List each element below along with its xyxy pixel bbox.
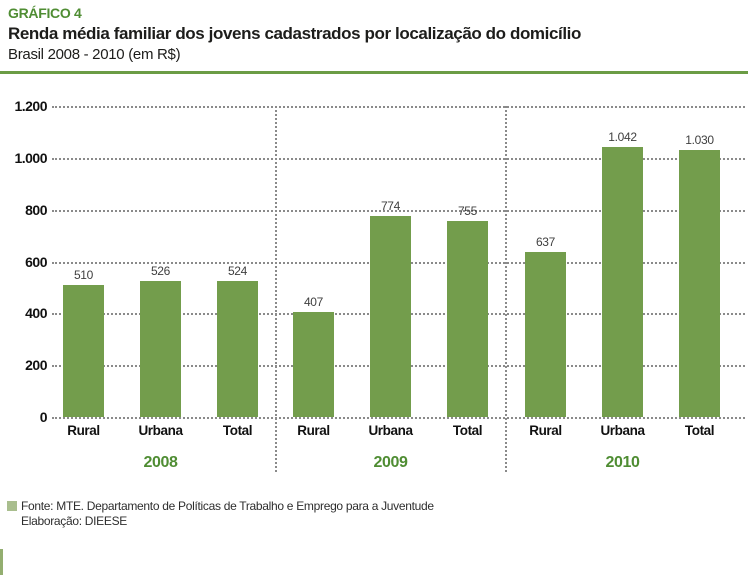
category-label: Urbana bbox=[368, 423, 413, 438]
bar-2009-total bbox=[447, 221, 488, 417]
bar-value-label: 637 bbox=[535, 235, 556, 249]
elaboration-text: Elaboração: DIEESE bbox=[21, 514, 127, 528]
bar-2008-total bbox=[217, 281, 258, 417]
y-axis-tick-label: 1.000 bbox=[14, 149, 47, 166]
year-label-2010: 2010 bbox=[605, 454, 640, 471]
y-axis-tick-label: 0 bbox=[39, 409, 48, 425]
gridline bbox=[52, 106, 745, 108]
y-axis-tick-label: 1.200 bbox=[14, 98, 47, 114]
header-divider bbox=[0, 71, 748, 74]
category-label: Rural bbox=[529, 423, 562, 438]
bar-2008-rural bbox=[63, 285, 104, 417]
y-axis-tick-label: 600 bbox=[25, 253, 47, 270]
category-label: Urbana bbox=[138, 423, 183, 438]
y-axis-tick-label: 200 bbox=[25, 357, 47, 374]
year-label-2009: 2009 bbox=[373, 454, 408, 471]
bar-value-label: 1.030 bbox=[685, 133, 714, 147]
category-label: Urbana bbox=[600, 423, 645, 438]
category-label: Total bbox=[452, 423, 483, 438]
chart-kicker: GRÁFICO 4 bbox=[8, 5, 82, 21]
chart-subtitle: Brasil 2008 - 2010 (em R$) bbox=[8, 46, 181, 63]
bar-2008-urbana bbox=[140, 281, 181, 417]
year-label-2008: 2008 bbox=[143, 454, 178, 471]
gridline bbox=[52, 209, 745, 212]
bar-2010-rural bbox=[525, 252, 566, 417]
bar-2010-urbana bbox=[602, 147, 643, 417]
source-legend-square bbox=[7, 501, 17, 511]
category-label: Rural bbox=[67, 423, 100, 438]
y-axis-tick-label: 400 bbox=[25, 305, 47, 322]
y-axis-tick-label: 800 bbox=[25, 201, 47, 218]
bar-value-label: 524 bbox=[227, 264, 248, 278]
bar-2009-rural bbox=[293, 312, 334, 417]
bar-value-label: 755 bbox=[457, 204, 478, 218]
page-edge-artifact bbox=[0, 549, 3, 575]
category-label: Rural bbox=[297, 423, 330, 438]
group-separator bbox=[505, 106, 507, 472]
bar-value-label: 510 bbox=[73, 268, 94, 282]
gridline bbox=[52, 417, 745, 419]
group-separator bbox=[275, 106, 277, 472]
bar-value-label: 407 bbox=[303, 295, 324, 309]
page-title: Renda média familiar dos jovens cadastra… bbox=[8, 24, 581, 43]
bar-value-label: 774 bbox=[380, 199, 401, 213]
bar-2010-total bbox=[679, 150, 720, 417]
bar-2009-urbana bbox=[370, 216, 411, 417]
category-label: Total bbox=[222, 423, 253, 438]
category-label: Total bbox=[684, 423, 715, 438]
bar-value-label: 1.042 bbox=[608, 130, 637, 144]
gridline bbox=[52, 157, 745, 160]
source-text: Fonte: MTE. Departamento de Políticas de… bbox=[21, 499, 434, 513]
bar-value-label: 526 bbox=[150, 264, 171, 278]
